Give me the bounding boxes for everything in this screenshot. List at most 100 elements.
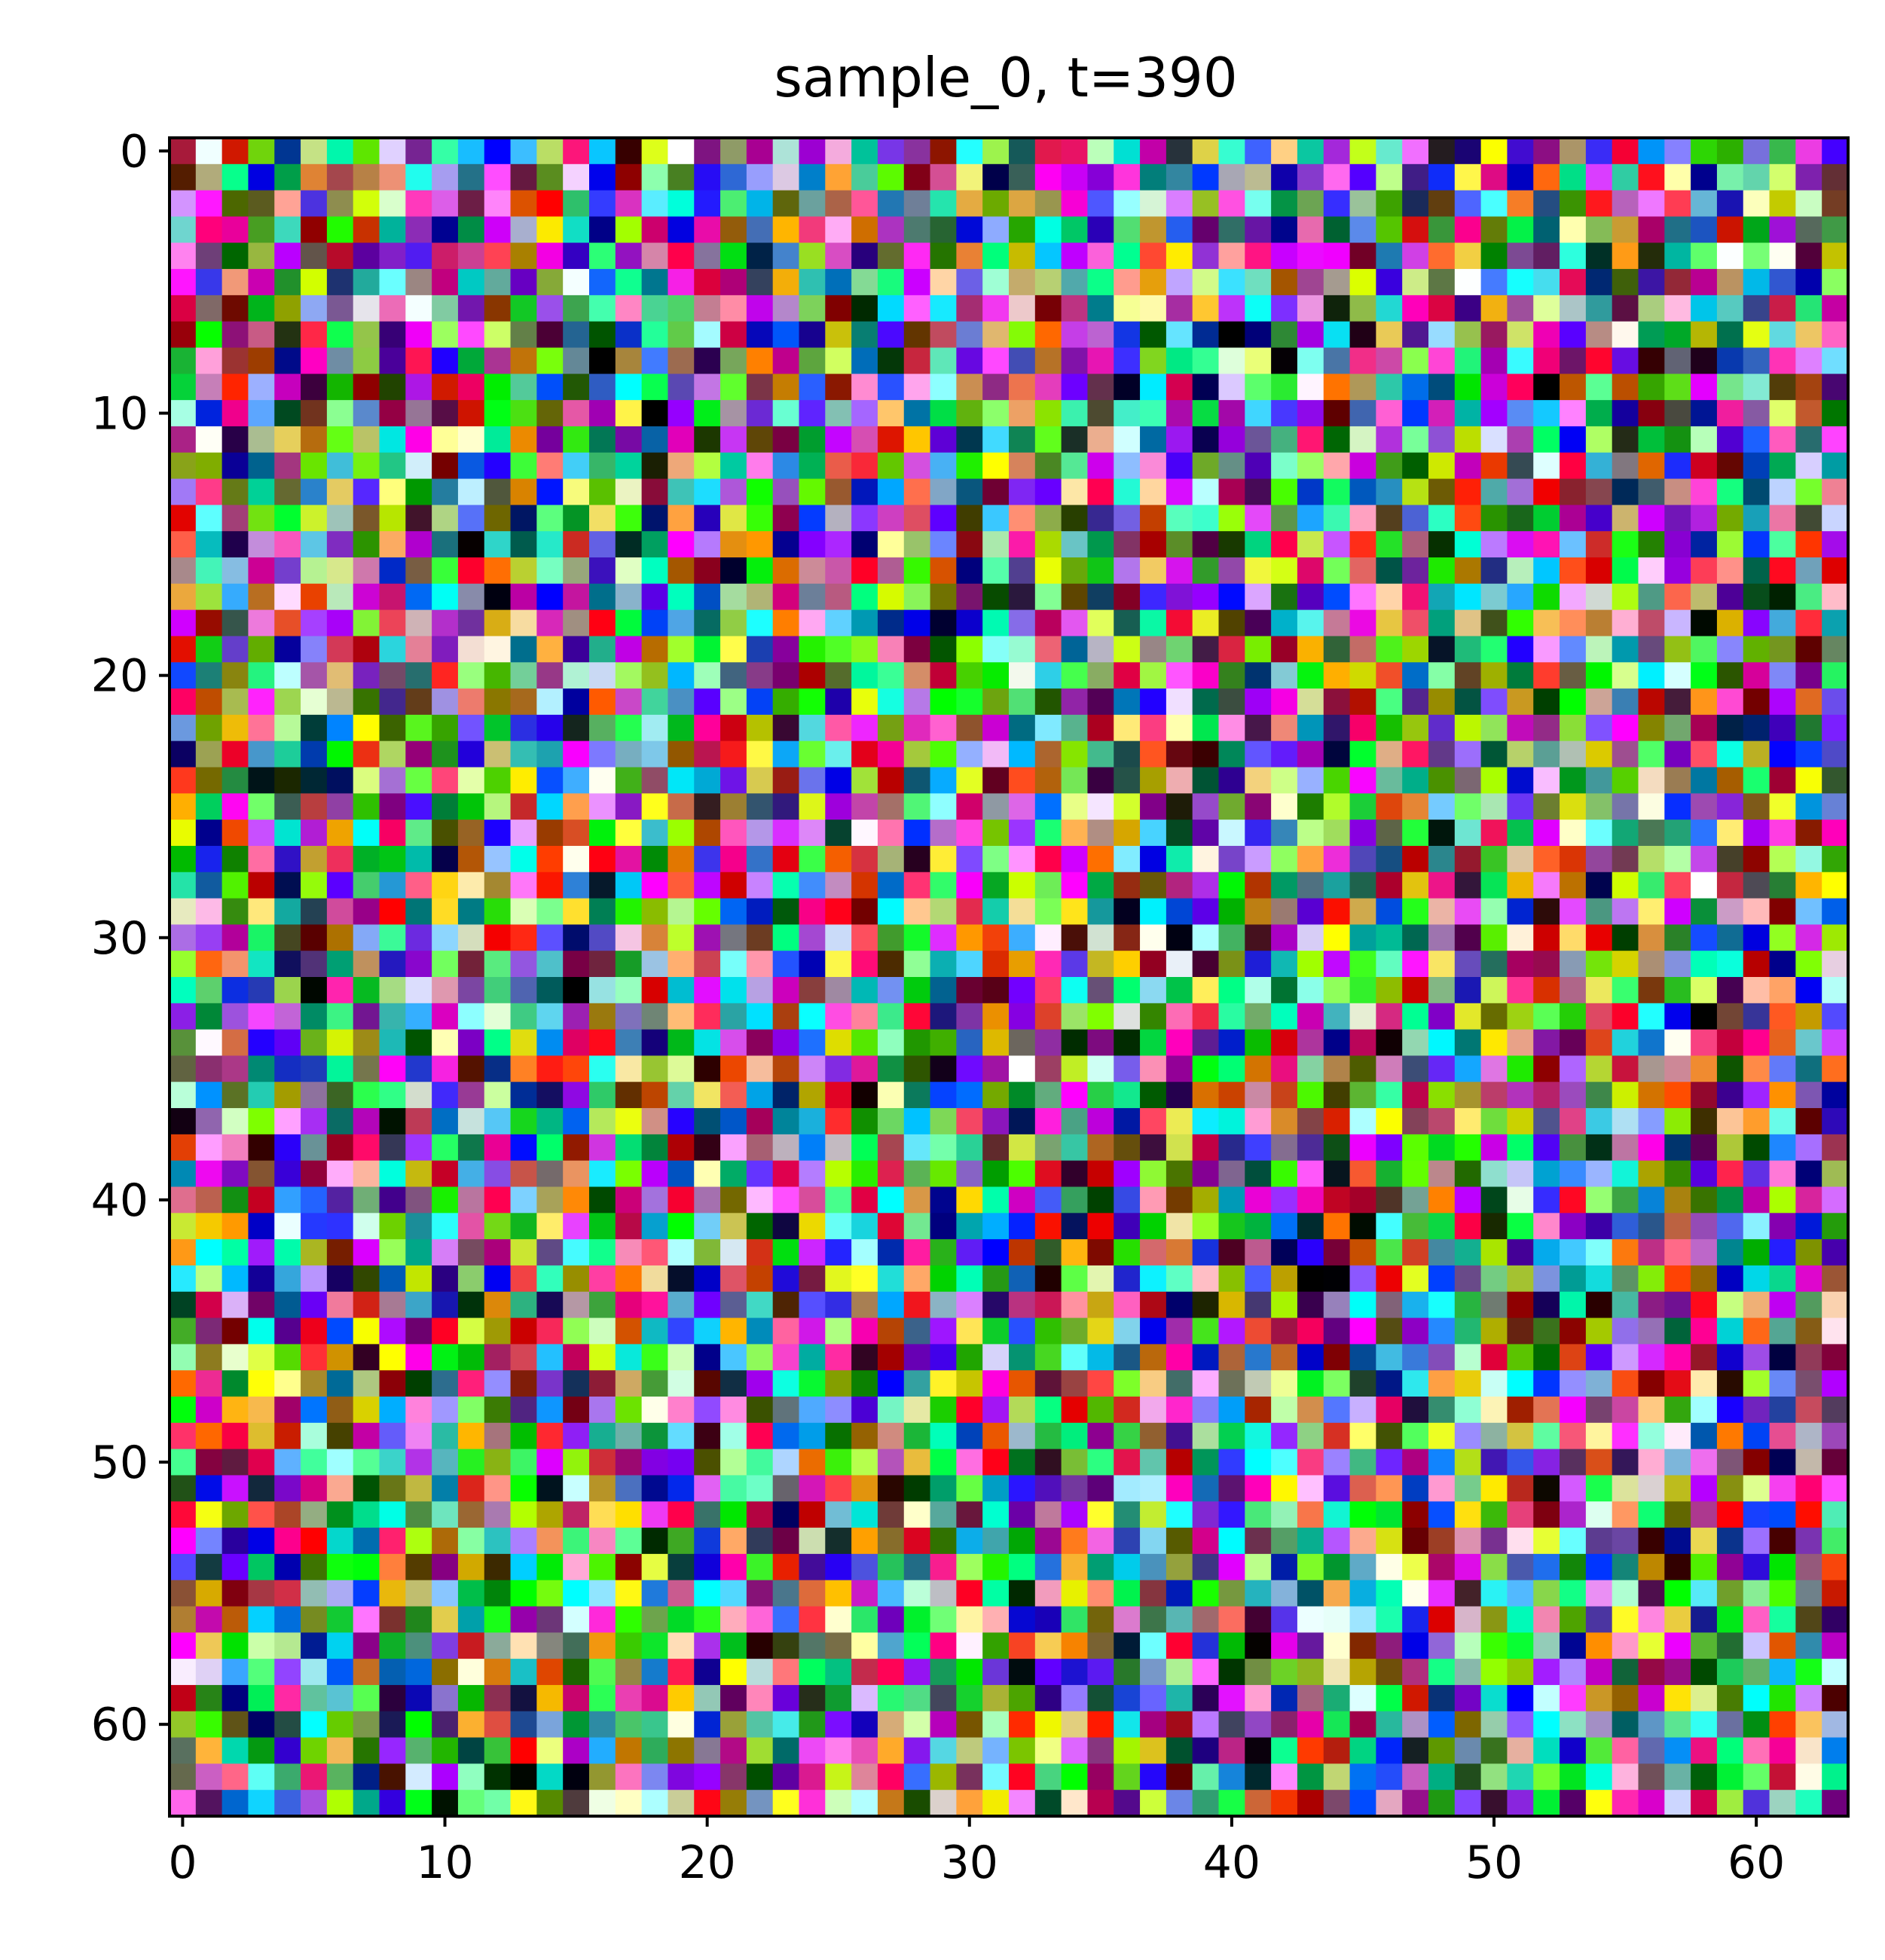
pixel-cell	[1743, 1475, 1770, 1502]
pixel-cell	[982, 557, 1010, 585]
pixel-cell	[1612, 163, 1639, 191]
pixel-cell	[1822, 1160, 1849, 1188]
pixel-cell	[746, 1580, 774, 1607]
pixel-cell	[1218, 845, 1245, 873]
pixel-cell	[615, 478, 643, 505]
pixel-cell	[956, 1108, 983, 1135]
pixel-cell	[1140, 767, 1167, 794]
pixel-cell	[379, 1684, 406, 1712]
pixel-cell	[1087, 1160, 1114, 1188]
pixel-cell	[326, 1606, 354, 1633]
pixel-cell	[563, 374, 590, 401]
pixel-cell	[1245, 636, 1272, 663]
pixel-cell	[694, 347, 721, 374]
pixel-cell	[405, 1528, 432, 1555]
pixel-cell	[982, 583, 1010, 611]
pixel-cell	[1428, 1553, 1456, 1581]
pixel-cell	[1297, 531, 1324, 558]
pixel-cell	[353, 1344, 380, 1371]
pixel-cell	[641, 1397, 669, 1424]
pixel-cell	[1245, 347, 1272, 374]
pixel-cell	[1034, 1737, 1062, 1764]
pixel-cell	[1454, 243, 1482, 270]
pixel-cell	[1245, 1711, 1272, 1739]
pixel-cell	[1691, 1055, 1718, 1082]
pixel-cell	[1612, 609, 1639, 637]
pixel-cell	[903, 845, 931, 873]
pixel-cell	[1716, 977, 1744, 1004]
pixel-cell	[1140, 321, 1167, 349]
pixel-cell	[379, 1553, 406, 1581]
pixel-cell	[379, 1029, 406, 1057]
pixel-cell	[1612, 269, 1639, 296]
pixel-cell	[668, 321, 695, 349]
pixel-cell	[221, 1711, 249, 1739]
pixel-cell	[1349, 845, 1376, 873]
pixel-cell	[1192, 321, 1220, 349]
pixel-cell	[772, 1711, 800, 1739]
pixel-cell	[221, 1763, 249, 1791]
pixel-cell	[1140, 1711, 1167, 1739]
pixel-cell	[825, 1580, 852, 1607]
pixel-cell	[825, 1029, 852, 1057]
pixel-cell	[772, 1239, 800, 1266]
pixel-cell	[1480, 374, 1508, 401]
pixel-cell	[510, 872, 537, 899]
pixel-cell	[379, 714, 406, 742]
pixel-cell	[221, 688, 249, 716]
pixel-cell	[1166, 740, 1193, 768]
pixel-cell	[1428, 872, 1456, 899]
pixel-cell	[1034, 714, 1062, 742]
pixel-cell	[1376, 688, 1403, 716]
pixel-cell	[221, 951, 249, 978]
pixel-cell	[1034, 138, 1062, 165]
pixel-cell	[799, 452, 826, 480]
pixel-cell	[1638, 924, 1665, 951]
pixel-cell	[772, 138, 800, 165]
pixel-cell	[799, 243, 826, 270]
pixel-cell	[1009, 636, 1036, 663]
pixel-cell	[1166, 374, 1193, 401]
pixel-cell	[746, 977, 774, 1004]
pixel-cell	[432, 531, 459, 558]
pixel-cell	[615, 1632, 643, 1659]
pixel-cell	[248, 636, 275, 663]
pixel-cell	[1009, 1422, 1036, 1450]
pixel-cell	[1822, 1055, 1849, 1082]
pixel-cell	[641, 321, 669, 349]
pixel-cell	[221, 1160, 249, 1188]
pixel-cell	[615, 1134, 643, 1162]
pixel-cell	[615, 374, 643, 401]
pixel-cell	[1507, 1344, 1534, 1371]
pixel-cell	[248, 1632, 275, 1659]
pixel-cell	[563, 400, 590, 427]
pixel-cell	[615, 1082, 643, 1109]
pixel-cell	[563, 1711, 590, 1739]
pixel-cell	[1245, 243, 1272, 270]
pixel-cell	[930, 1449, 957, 1476]
pixel-cell	[1612, 1553, 1639, 1581]
pixel-cell	[956, 321, 983, 349]
pixel-cell	[1769, 1370, 1796, 1397]
pixel-cell	[1009, 1239, 1036, 1266]
pixel-cell	[221, 1422, 249, 1450]
pixel-cell	[1271, 740, 1298, 768]
pixel-cell	[405, 662, 432, 689]
pixel-cell	[956, 1580, 983, 1607]
pixel-cell	[301, 505, 328, 532]
pixel-cell	[301, 924, 328, 951]
pixel-cell	[301, 1475, 328, 1502]
pixel-cell	[1349, 820, 1376, 847]
pixel-cell	[746, 1265, 774, 1293]
pixel-cell	[1691, 1737, 1718, 1764]
pixel-cell	[1507, 478, 1534, 505]
pixel-cell	[1376, 1265, 1403, 1293]
pixel-cell	[326, 138, 354, 165]
pixel-cell	[536, 374, 564, 401]
pixel-cell	[510, 1082, 537, 1109]
pixel-cell	[1087, 1580, 1114, 1607]
pixel-cell	[195, 924, 223, 951]
pixel-cell	[1716, 1003, 1744, 1030]
pixel-cell	[1585, 1475, 1613, 1502]
pixel-cell	[170, 1422, 197, 1450]
